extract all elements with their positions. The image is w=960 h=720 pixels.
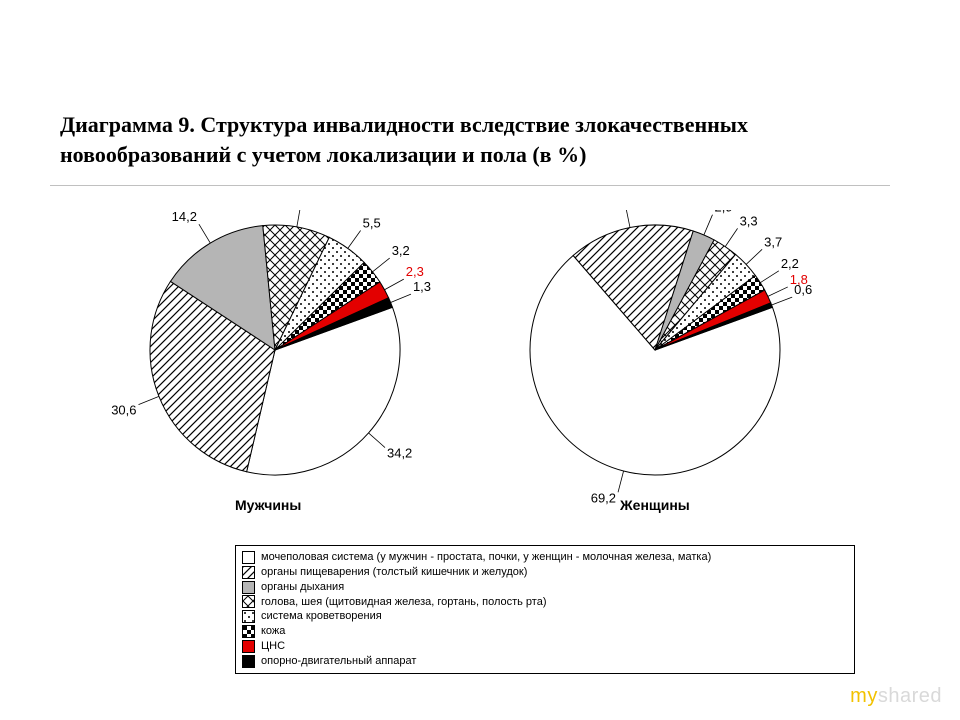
slice-leader — [139, 396, 159, 404]
slice-label-cns: 2,3 — [406, 264, 424, 279]
legend-swatch — [242, 610, 255, 623]
slice-label-hemato: 3,7 — [764, 234, 782, 249]
legend-swatch — [242, 655, 255, 668]
slice-leader — [199, 224, 210, 243]
slice-label-musculo: 0,6 — [794, 282, 812, 297]
slice-leader — [373, 258, 390, 272]
watermark: myshared — [850, 685, 942, 708]
slice-label-hemato: 5,5 — [363, 216, 381, 231]
slice-label-respiratory: 14,2 — [172, 210, 197, 224]
chart-title-text: Диаграмма 9. Структура инвалидности всле… — [60, 110, 840, 169]
legend-swatch — [242, 595, 255, 608]
legend-label: органы пищеварения (толстый кишечник и ж… — [261, 565, 527, 580]
slice-label-musculo: 1,3 — [413, 279, 431, 294]
legend-item-head_neck: голова, шея (щитовидная железа, гортань,… — [242, 595, 848, 610]
legend-swatch — [242, 581, 255, 594]
slice-leader — [626, 210, 630, 228]
legend-item-respiratory: органы дыхания — [242, 580, 848, 595]
legend-label: опорно-двигательный аппарат — [261, 654, 416, 669]
watermark-suffix: shared — [878, 685, 942, 707]
slice-leader — [746, 249, 762, 264]
legend-label: ЦНС — [261, 639, 285, 654]
legend-item-cns: ЦНС — [242, 639, 848, 654]
legend-item-musculo: опорно-двигательный аппарат — [242, 654, 848, 669]
slice-leader — [369, 433, 385, 448]
slice-label-skin: 2,2 — [781, 256, 799, 271]
slice-leader — [768, 287, 788, 296]
slice-leader — [618, 471, 624, 492]
legend-item-hemato: система кроветворения — [242, 609, 848, 624]
slice-label-urogenital: 34,2 — [387, 446, 412, 461]
slice-leader — [391, 294, 411, 302]
slice-leader — [385, 279, 404, 290]
slice-label-digestive: 30,6 — [111, 403, 136, 418]
slice-label-head_neck: 3,3 — [740, 213, 758, 228]
watermark-prefix: my — [850, 685, 878, 707]
slice-leader — [760, 271, 779, 283]
legend-label: система кроветворения — [261, 609, 382, 624]
pie-caption: Мужчины — [235, 497, 301, 513]
slice-label-urogenital: 69,2 — [591, 490, 616, 505]
legend-item-urogenital: мочеполовая система (у мужчин - простата… — [242, 550, 848, 565]
legend: мочеполовая система (у мужчин - простата… — [235, 545, 855, 674]
legend-swatch — [242, 625, 255, 638]
legend-swatch — [242, 640, 255, 653]
slice-leader — [297, 210, 301, 227]
legend-label: кожа — [261, 624, 285, 639]
legend-label: органы дыхания — [261, 580, 344, 595]
pie-charts-svg: 34,230,614,28,75,53,22,31,3Мужчины69,216… — [95, 210, 875, 530]
chart-title: Диаграмма 9. Структура инвалидности всле… — [60, 110, 840, 169]
slice-leader — [725, 228, 737, 246]
slice-leader — [704, 215, 713, 235]
legend-item-skin: кожа — [242, 624, 848, 639]
pie-caption: Женщины — [619, 497, 690, 513]
slice-label-skin: 3,2 — [392, 243, 410, 258]
legend-label: голова, шея (щитовидная железа, гортань,… — [261, 595, 547, 610]
slice-label-respiratory: 2,9 — [714, 210, 732, 215]
slice-leader — [348, 231, 361, 249]
legend-swatch — [242, 566, 255, 579]
title-rule — [50, 185, 890, 186]
charts-region: 34,230,614,28,75,53,22,31,3Мужчины69,216… — [95, 210, 875, 530]
legend-swatch — [242, 551, 255, 564]
legend-item-digestive: органы пищеварения (толстый кишечник и ж… — [242, 565, 848, 580]
legend-label: мочеполовая система (у мужчин - простата… — [261, 550, 711, 565]
slice-leader — [772, 297, 793, 305]
